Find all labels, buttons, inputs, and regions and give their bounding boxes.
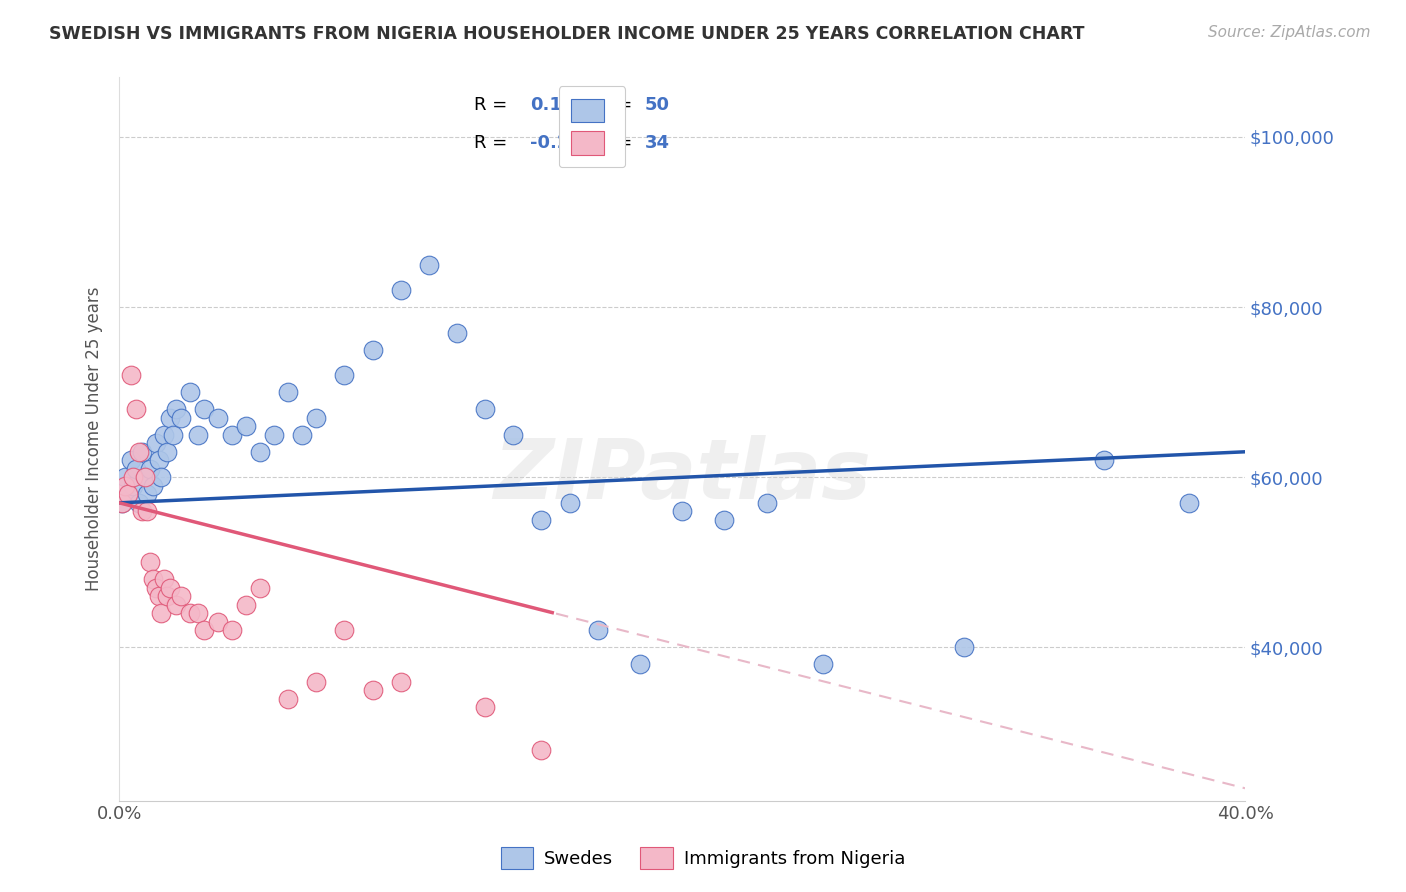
Point	[120, 453, 142, 467]
Point	[671, 504, 693, 518]
Point	[136, 504, 159, 518]
Point	[150, 470, 173, 484]
Point	[150, 607, 173, 621]
Point	[179, 385, 201, 400]
Point	[120, 368, 142, 383]
Point	[305, 410, 328, 425]
Point	[446, 326, 468, 340]
Point	[628, 657, 651, 672]
Point	[125, 402, 148, 417]
Text: Source: ZipAtlas.com: Source: ZipAtlas.com	[1208, 25, 1371, 40]
Point	[170, 410, 193, 425]
Point	[187, 607, 209, 621]
Point	[333, 624, 356, 638]
Text: 50: 50	[645, 96, 671, 114]
Point	[128, 496, 150, 510]
Point	[122, 479, 145, 493]
Point	[165, 402, 187, 417]
Point	[207, 410, 229, 425]
Point	[221, 624, 243, 638]
Point	[221, 427, 243, 442]
Text: -0.262: -0.262	[530, 134, 595, 152]
Point	[193, 402, 215, 417]
Point	[418, 258, 440, 272]
Point	[249, 581, 271, 595]
Point	[558, 496, 581, 510]
Point	[235, 419, 257, 434]
Point	[122, 470, 145, 484]
Point	[193, 624, 215, 638]
Text: SWEDISH VS IMMIGRANTS FROM NIGERIA HOUSEHOLDER INCOME UNDER 25 YEARS CORRELATION: SWEDISH VS IMMIGRANTS FROM NIGERIA HOUSE…	[49, 25, 1084, 43]
Point	[249, 444, 271, 458]
Text: R =: R =	[474, 134, 508, 152]
Point	[389, 674, 412, 689]
Point	[162, 427, 184, 442]
Point	[170, 590, 193, 604]
Point	[1092, 453, 1115, 467]
Point	[333, 368, 356, 383]
Point	[131, 504, 153, 518]
Point	[361, 343, 384, 357]
Point	[139, 462, 162, 476]
Text: R =: R =	[474, 96, 508, 114]
Point	[125, 462, 148, 476]
Y-axis label: Householder Income Under 25 years: Householder Income Under 25 years	[86, 287, 103, 591]
Point	[111, 496, 134, 510]
Point	[139, 555, 162, 569]
Point	[277, 385, 299, 400]
Point	[145, 581, 167, 595]
Text: N =: N =	[598, 134, 631, 152]
Point	[530, 742, 553, 756]
Point	[131, 444, 153, 458]
Point	[179, 607, 201, 621]
Point	[165, 598, 187, 612]
Point	[145, 436, 167, 450]
Point	[128, 444, 150, 458]
Point	[156, 444, 179, 458]
Point	[148, 453, 170, 467]
Point	[187, 427, 209, 442]
Point	[811, 657, 834, 672]
Point	[134, 470, 156, 484]
Text: ZIPatlas: ZIPatlas	[494, 434, 872, 516]
Point	[474, 402, 496, 417]
Point	[389, 283, 412, 297]
Point	[235, 598, 257, 612]
Legend: , : ,	[558, 87, 626, 167]
Text: N =: N =	[598, 96, 631, 114]
Point	[134, 470, 156, 484]
Point	[530, 513, 553, 527]
Point	[291, 427, 314, 442]
Point	[159, 581, 181, 595]
Point	[114, 479, 136, 493]
Point	[586, 624, 609, 638]
Point	[755, 496, 778, 510]
Point	[136, 487, 159, 501]
Point	[153, 427, 176, 442]
Point	[111, 496, 134, 510]
Legend: Swedes, Immigrants from Nigeria: Swedes, Immigrants from Nigeria	[494, 839, 912, 876]
Point	[952, 640, 974, 655]
Point	[114, 470, 136, 484]
Point	[1177, 496, 1199, 510]
Point	[117, 487, 139, 501]
Point	[207, 615, 229, 629]
Point	[159, 410, 181, 425]
Point	[713, 513, 735, 527]
Point	[361, 683, 384, 698]
Point	[148, 590, 170, 604]
Point	[117, 487, 139, 501]
Point	[142, 479, 165, 493]
Text: 0.116: 0.116	[530, 96, 588, 114]
Point	[305, 674, 328, 689]
Point	[474, 700, 496, 714]
Point	[263, 427, 285, 442]
Text: 34: 34	[645, 134, 671, 152]
Point	[156, 590, 179, 604]
Point	[142, 573, 165, 587]
Point	[277, 691, 299, 706]
Point	[502, 427, 524, 442]
Point	[153, 573, 176, 587]
